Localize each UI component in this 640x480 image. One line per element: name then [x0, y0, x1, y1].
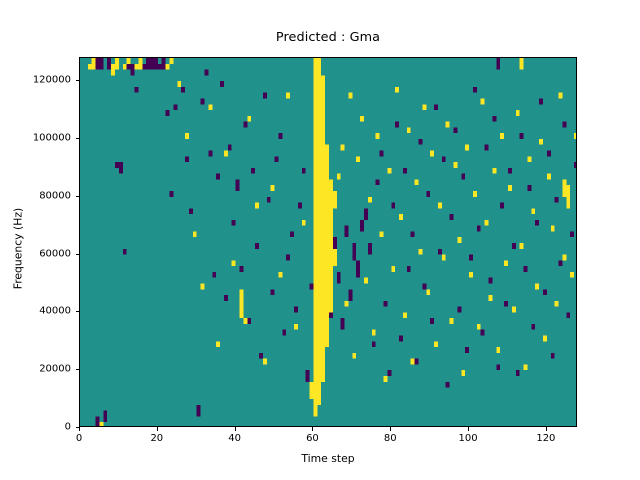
y-tick-mark: [75, 253, 79, 255]
y-tick-label: 40000: [39, 305, 71, 317]
x-tick-label: 100: [458, 433, 478, 444]
y-tick-label: 120000: [32, 74, 71, 86]
y-tick-label: 100000: [32, 132, 71, 144]
y-tick-label: 80000: [39, 190, 71, 202]
x-tick-mark: [156, 427, 158, 431]
y-tick-mark: [75, 369, 79, 371]
x-tick-label: 60: [306, 433, 319, 444]
x-tick-label: 80: [383, 433, 397, 444]
y-tick-mark: [75, 427, 79, 428]
y-tick-label: 20000: [39, 363, 71, 375]
y-tick-mark: [75, 311, 79, 313]
y-tick-mark: [75, 137, 79, 139]
x-tick-mark: [79, 427, 80, 431]
heatmap-plot-area: [79, 57, 577, 427]
y-tick-mark: [75, 80, 79, 82]
y-tick-label: 60000: [39, 248, 71, 260]
x-tick-mark: [234, 427, 236, 431]
x-tick-label: 40: [228, 433, 241, 444]
x-tick-label: 120: [536, 433, 556, 444]
x-tick-mark: [312, 427, 314, 431]
x-axis-label: Time step: [301, 452, 355, 465]
y-tick-label: 0: [64, 421, 71, 433]
page-title: Predicted : Gma: [275, 30, 381, 45]
x-tick-mark: [390, 427, 392, 431]
y-tick-mark: [75, 195, 79, 197]
x-tick-mark: [468, 427, 470, 431]
x-tick-mark: [545, 427, 547, 431]
x-tick-label: 0: [75, 433, 83, 444]
heatmap-image: [80, 58, 576, 426]
x-tick-label: 20: [150, 433, 164, 444]
y-axis-label: Frequency (Hz): [11, 207, 25, 290]
